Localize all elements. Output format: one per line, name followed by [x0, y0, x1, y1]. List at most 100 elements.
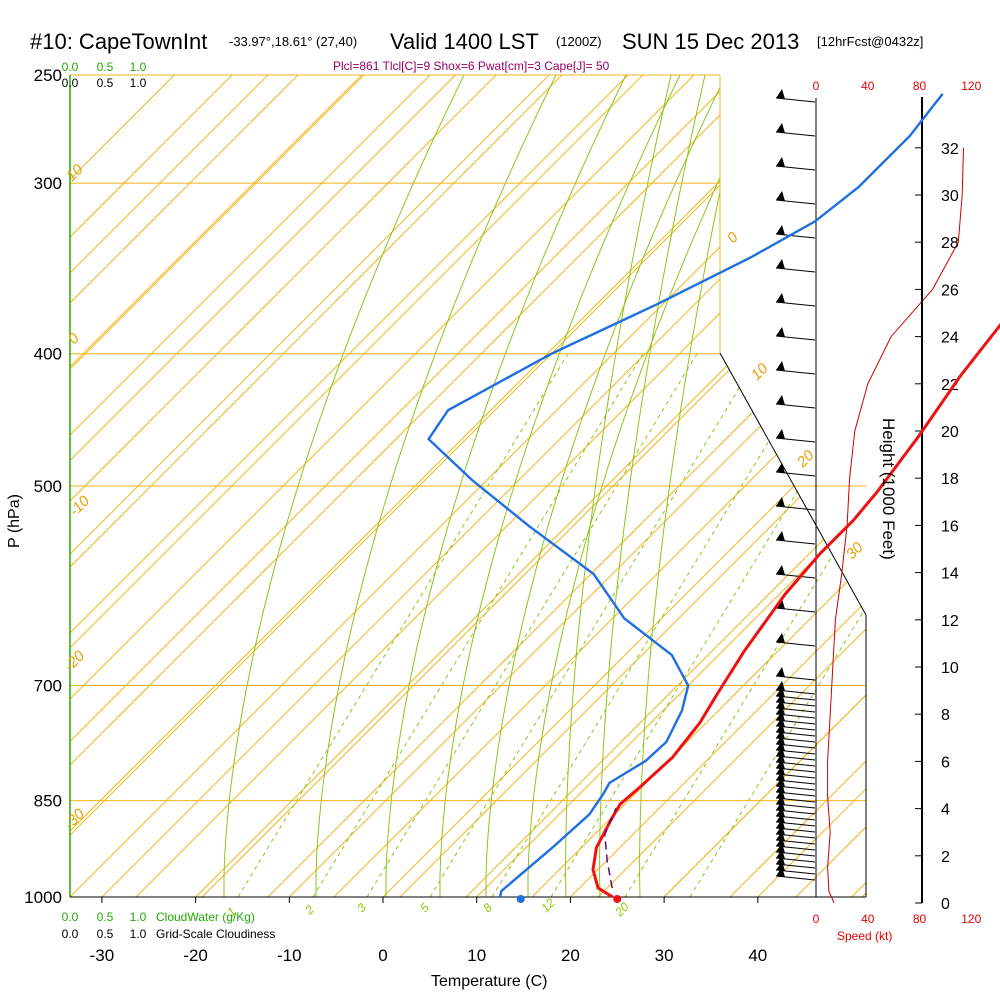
- wind-barb-flag: [776, 783, 785, 793]
- mixing-ratio-line: [237, 353, 569, 897]
- cloudiness-tick-bottom: 1.0: [130, 927, 147, 941]
- temperature-tick-label: 0: [378, 946, 387, 965]
- wind-barb-flag: [776, 693, 785, 703]
- wind-barb-flag: [776, 687, 785, 697]
- height-tick-label: 14: [941, 566, 959, 583]
- valid-time: Valid 1400 LST: [390, 29, 539, 54]
- pressure-tick-label: 850: [34, 792, 62, 811]
- wind-barb-flag: [776, 723, 785, 733]
- isotherm-line: [70, 75, 456, 897]
- height-tick-label: 0: [941, 896, 950, 913]
- mixing-ratio-label: 8: [480, 900, 495, 915]
- dry-adiabat-line: [663, 75, 866, 897]
- cloudiness-tick-top: 1.0: [130, 76, 147, 90]
- height-tick-label: 32: [941, 141, 959, 158]
- isotherm-label: 30: [843, 539, 867, 563]
- wind-barb-flag: [776, 361, 785, 371]
- height-tick-label: 26: [941, 282, 959, 299]
- height-tick-label: 16: [941, 518, 959, 535]
- pressure-tick-label: 1000: [24, 888, 62, 907]
- height-tick-label: 22: [941, 377, 959, 394]
- speed-tick-top: 0: [813, 79, 820, 93]
- isotherm-label: 20: [793, 447, 818, 472]
- cloudiness-tick-top: 0.0: [62, 76, 79, 90]
- pressure-tick-label: 700: [34, 677, 62, 696]
- dry-adiabat-line: [70, 75, 233, 897]
- height-tick-label: 8: [941, 707, 950, 724]
- wind-speed-trace: [827, 147, 964, 904]
- speed-tick-top: 120: [961, 79, 981, 93]
- station-coords: -33.97°,18.61° (27,40): [229, 34, 357, 49]
- wind-barb-flag: [776, 599, 785, 609]
- wind-barb-flag: [776, 429, 785, 439]
- speed-tick-bottom: 40: [861, 912, 875, 926]
- temperature-tick-label: 40: [748, 946, 767, 965]
- mixing-ratio-line: [624, 353, 866, 897]
- dewpoint-line: [427, 92, 944, 898]
- wind-barb-flag: [776, 849, 785, 859]
- height-axis-label: Height (1000 Feet): [879, 418, 898, 560]
- cloudiness-tick-bottom: 0.0: [62, 927, 79, 941]
- wind-barb-flag: [776, 225, 785, 235]
- cloudiness-tick-bottom: 0.5: [97, 927, 114, 941]
- wind-barb-flag: [776, 191, 785, 201]
- forecast-run: [12hrFcst@0432z]: [817, 34, 923, 49]
- height-tick-label: 2: [941, 849, 950, 866]
- cloudwater-tick-bottom: 1.0: [130, 910, 147, 924]
- mixing-ratio-line: [429, 353, 761, 897]
- mixing-ratio-line: [366, 353, 698, 897]
- pressure-tick-label: 500: [34, 477, 62, 496]
- surface-temperature-dot: [613, 895, 622, 903]
- temperature-tick-label: -20: [183, 946, 208, 965]
- wind-barb-flag: [776, 789, 785, 799]
- temperature-tick-label: 20: [561, 946, 580, 965]
- wind-barb-flag: [776, 497, 785, 507]
- mixing-ratio-label: 20: [612, 900, 632, 920]
- pressure-tick-label: 250: [34, 66, 62, 85]
- cloudwater-label: CloudWater (g/Kg): [156, 910, 255, 924]
- wind-barb-flag: [776, 741, 785, 751]
- height-tick-label: 28: [941, 235, 959, 252]
- wind-barb-flag: [776, 463, 785, 473]
- temperature-line: [591, 323, 1000, 899]
- wind-barb-flag: [776, 819, 785, 829]
- station-title: #10: CapeTownInt: [30, 29, 207, 54]
- dry-adiabat-line: [597, 75, 866, 897]
- wind-barb-flag: [776, 699, 785, 709]
- wind-barb-flag: [776, 565, 785, 575]
- wind-barb-flag: [776, 843, 785, 853]
- wind-barb-flag: [776, 735, 785, 745]
- wind-barb-flag: [776, 801, 785, 811]
- temperature-tick-label: -30: [90, 946, 115, 965]
- wind-barb-flag: [776, 123, 785, 133]
- isotherm-label: 0: [724, 228, 742, 246]
- speed-tick-bottom: 120: [961, 912, 981, 926]
- mixing-ratio-label: 5: [417, 900, 432, 915]
- height-tick-label: 24: [941, 330, 959, 347]
- wind-barb-flag: [776, 753, 785, 763]
- cloudiness-label: Grid-Scale Cloudiness: [156, 927, 275, 941]
- wind-barb-flag: [776, 293, 785, 303]
- sounding-params: Plcl=861 Tlcl[C]=9 Shox=6 Pwat[cm]=3 Cap…: [333, 59, 610, 73]
- cloudwater-tick-bottom: 0.0: [62, 910, 79, 924]
- speed-tick-top: 40: [861, 79, 875, 93]
- dry-adiabat-line: [70, 75, 299, 897]
- height-tick-label: 18: [941, 471, 959, 488]
- x-axis-label: Temperature (C): [431, 973, 547, 990]
- wind-barb-flag: [776, 831, 785, 841]
- wind-barb-flag: [776, 747, 785, 757]
- wind-barb-flag: [776, 395, 785, 405]
- height-tick-label: 6: [941, 754, 950, 771]
- speed-tick-top: 80: [913, 79, 927, 93]
- isotherm-label: 10: [63, 161, 87, 185]
- wind-barb-flag: [776, 855, 785, 865]
- mixing-ratio-label: 2: [302, 902, 318, 918]
- isotherm-line: [476, 75, 866, 897]
- wind-barb-flag: [776, 795, 785, 805]
- surface-dewpoint-dot: [516, 895, 525, 903]
- parcel-path-line: [604, 808, 617, 889]
- isotherm-line: [570, 75, 866, 897]
- height-tick-label: 10: [941, 660, 959, 677]
- wind-barb-flag: [776, 807, 785, 817]
